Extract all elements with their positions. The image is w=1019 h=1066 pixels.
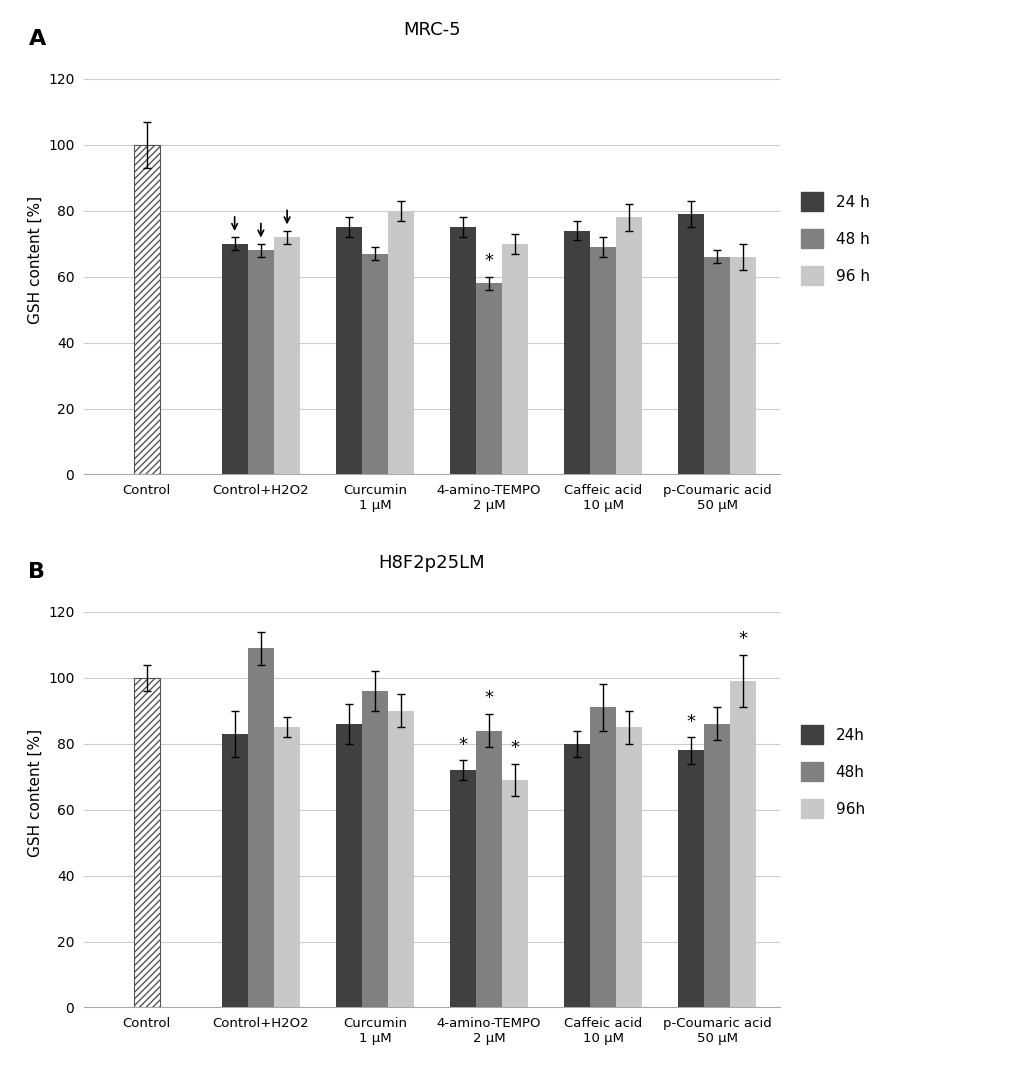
Bar bbox=[387, 211, 414, 474]
Bar bbox=[335, 724, 362, 1007]
Bar bbox=[335, 227, 362, 474]
Bar bbox=[476, 284, 501, 474]
Bar bbox=[449, 227, 476, 474]
Bar bbox=[677, 750, 703, 1007]
Legend: 24 h, 48 h, 96 h: 24 h, 48 h, 96 h bbox=[794, 187, 875, 291]
Bar bbox=[589, 708, 615, 1007]
Text: *: * bbox=[458, 736, 467, 754]
Bar bbox=[730, 681, 756, 1007]
Bar bbox=[387, 711, 414, 1007]
Bar bbox=[248, 648, 274, 1007]
Bar bbox=[677, 214, 703, 474]
Text: *: * bbox=[511, 739, 520, 757]
Bar bbox=[133, 678, 160, 1007]
Bar bbox=[362, 691, 387, 1007]
Text: *: * bbox=[686, 712, 695, 730]
Bar bbox=[221, 733, 248, 1007]
Text: *: * bbox=[484, 690, 493, 708]
Bar bbox=[221, 244, 248, 474]
Legend: 24h, 48h, 96h: 24h, 48h, 96h bbox=[794, 720, 870, 824]
Bar bbox=[615, 727, 642, 1007]
Bar bbox=[274, 727, 300, 1007]
Bar bbox=[248, 251, 274, 474]
Bar bbox=[564, 230, 589, 474]
Bar bbox=[564, 744, 589, 1007]
Bar bbox=[615, 217, 642, 474]
Bar bbox=[362, 254, 387, 474]
Text: *: * bbox=[738, 630, 747, 648]
Text: A: A bbox=[29, 29, 46, 49]
Title: H8F2p25LM: H8F2p25LM bbox=[378, 554, 485, 571]
Bar bbox=[501, 780, 528, 1007]
Bar bbox=[730, 257, 756, 474]
Bar bbox=[589, 247, 615, 474]
Bar bbox=[133, 145, 160, 474]
Bar bbox=[703, 257, 730, 474]
Y-axis label: GSH content [%]: GSH content [%] bbox=[28, 196, 43, 324]
Bar bbox=[476, 730, 501, 1007]
Bar bbox=[501, 244, 528, 474]
Bar bbox=[449, 770, 476, 1007]
Bar bbox=[703, 724, 730, 1007]
Y-axis label: GSH content [%]: GSH content [%] bbox=[28, 729, 43, 857]
Text: *: * bbox=[484, 252, 493, 270]
Title: MRC-5: MRC-5 bbox=[403, 21, 461, 38]
Text: B: B bbox=[29, 562, 46, 582]
Bar bbox=[274, 237, 300, 474]
